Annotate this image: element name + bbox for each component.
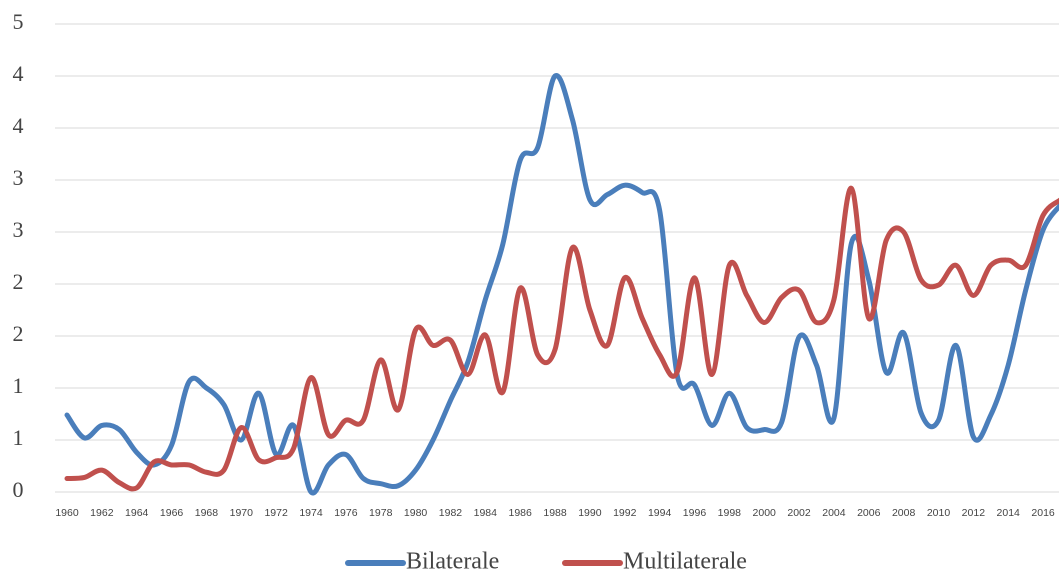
x-tick-label: 1990: [578, 507, 602, 519]
x-tick-label: 1980: [404, 507, 428, 519]
y-tick-label: 1: [13, 425, 24, 450]
x-tick-label: 1998: [718, 507, 742, 519]
y-tick-label: 2: [13, 321, 24, 346]
x-tick-label: 1978: [369, 507, 393, 519]
legend-label: Bilaterale: [406, 549, 499, 575]
x-tick-label: 2012: [962, 507, 986, 519]
x-tick-label: 2010: [927, 507, 951, 519]
x-tick-label: 1988: [543, 507, 567, 519]
y-tick-label: 4: [13, 61, 24, 86]
x-tick-label: 2000: [753, 507, 777, 519]
y-tick-label: 5: [13, 9, 24, 34]
x-tick-label: 1984: [474, 507, 498, 519]
y-tick-label: 4: [13, 113, 24, 138]
x-tick-label: 1962: [90, 507, 114, 519]
x-tick-label: 1982: [439, 507, 463, 519]
x-tick-label: 2016: [1031, 507, 1055, 519]
x-tick-label: 2014: [997, 507, 1021, 519]
y-tick-label: 2: [13, 269, 24, 294]
x-tick-label: 1972: [264, 507, 288, 519]
plot-area: [64, 73, 1059, 496]
series-line: [64, 185, 1059, 492]
x-tick-label: 1966: [160, 507, 184, 519]
x-tick-label: 1986: [509, 507, 533, 519]
x-tick-label: 1970: [230, 507, 254, 519]
y-tick-label: 3: [13, 165, 24, 190]
x-tick-label: 2008: [892, 507, 916, 519]
y-tick-label: 1: [13, 373, 24, 398]
x-tick-label: 1974: [299, 507, 323, 519]
x-tick-label: 1992: [613, 507, 637, 519]
x-tick-label: 1964: [125, 507, 149, 519]
x-tick-label: 2004: [822, 507, 846, 519]
series-line: [64, 73, 1059, 496]
x-tick-label: 2002: [787, 507, 811, 519]
y-tick-label: 3: [13, 217, 24, 242]
x-tick-label: 1968: [195, 507, 219, 519]
x-tick-label: 2006: [857, 507, 881, 519]
legend-label: Multilaterale: [623, 549, 747, 575]
x-tick-label: 1960: [55, 507, 79, 519]
x-tick-label: 1976: [334, 507, 358, 519]
y-tick-label: 0: [13, 477, 24, 502]
x-tick-label: 1994: [648, 507, 672, 519]
x-tick-label: 1996: [683, 507, 707, 519]
